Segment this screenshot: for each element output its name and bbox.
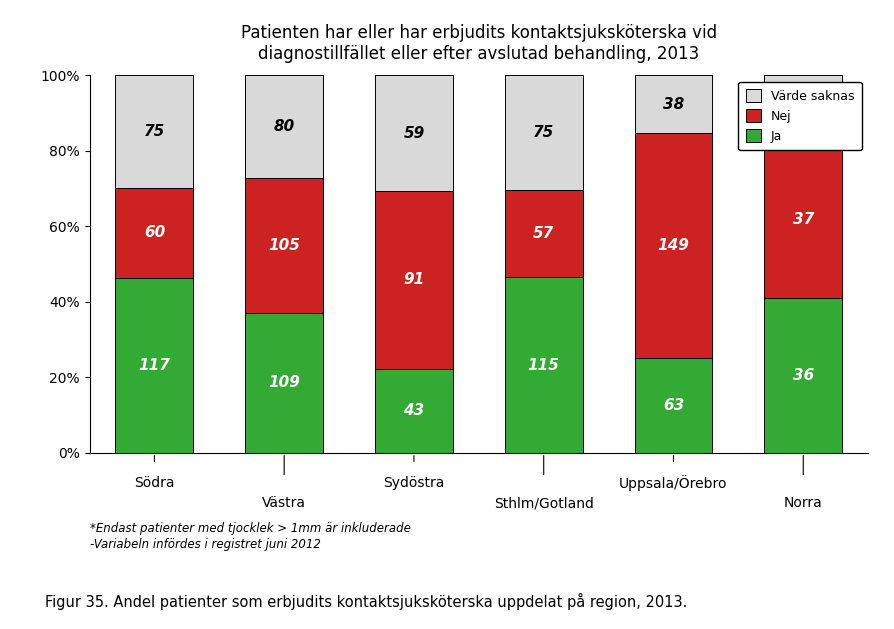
Text: 149: 149 xyxy=(657,238,688,253)
Bar xyxy=(375,75,452,191)
Text: 43: 43 xyxy=(403,403,424,418)
Text: 38: 38 xyxy=(662,97,683,112)
Text: 80: 80 xyxy=(274,120,294,135)
Text: Uppsala/Örebro: Uppsala/Örebro xyxy=(619,476,727,491)
Bar xyxy=(115,75,193,188)
Text: 117: 117 xyxy=(139,358,170,373)
Text: Sydöstra: Sydöstra xyxy=(383,476,444,489)
Legend: Värde saknas, Nej, Ja: Värde saknas, Nej, Ja xyxy=(738,82,861,150)
Bar xyxy=(504,277,582,453)
Title: Patienten har eller har erbjudits kontaktsjuksköterska vid
diagnostillfället ell: Patienten har eller har erbjudits kontak… xyxy=(240,24,716,63)
Text: Södra: Södra xyxy=(134,476,174,489)
Bar xyxy=(115,188,193,277)
Bar xyxy=(763,299,841,453)
Bar xyxy=(763,140,841,299)
Text: Västra: Västra xyxy=(262,496,306,510)
Bar xyxy=(375,191,452,369)
Text: 63: 63 xyxy=(662,398,683,413)
Text: 60: 60 xyxy=(144,225,164,240)
Text: 75: 75 xyxy=(533,125,553,140)
Bar xyxy=(504,75,582,190)
Bar xyxy=(375,369,452,453)
Text: 91: 91 xyxy=(403,272,424,287)
Text: Norra: Norra xyxy=(783,496,822,510)
Bar xyxy=(504,190,582,277)
Text: 57: 57 xyxy=(533,226,553,241)
Text: 115: 115 xyxy=(527,357,559,372)
Bar xyxy=(634,133,712,358)
Text: 109: 109 xyxy=(268,376,299,391)
Bar xyxy=(634,358,712,453)
Text: 15: 15 xyxy=(792,100,813,115)
Text: Sthlm/Gotland: Sthlm/Gotland xyxy=(493,496,593,510)
Bar xyxy=(245,75,323,178)
Bar xyxy=(115,277,193,453)
Text: 75: 75 xyxy=(144,124,164,139)
Text: *Endast patienter med tjocklek > 1mm är inkluderade: *Endast patienter med tjocklek > 1mm är … xyxy=(89,521,410,535)
Bar xyxy=(763,75,841,140)
Text: 59: 59 xyxy=(403,126,424,141)
Text: 36: 36 xyxy=(792,368,813,383)
Text: Figur 35. Andel patienter som erbjudits kontaktsjuksköterska uppdelat på region,: Figur 35. Andel patienter som erbjudits … xyxy=(45,593,687,610)
Bar xyxy=(245,178,323,313)
Text: -Variabeln infördes i registret juni 2012: -Variabeln infördes i registret juni 201… xyxy=(89,538,320,552)
Text: 105: 105 xyxy=(268,238,299,253)
Text: 37: 37 xyxy=(792,211,813,226)
Bar xyxy=(634,75,712,133)
Bar xyxy=(245,313,323,453)
